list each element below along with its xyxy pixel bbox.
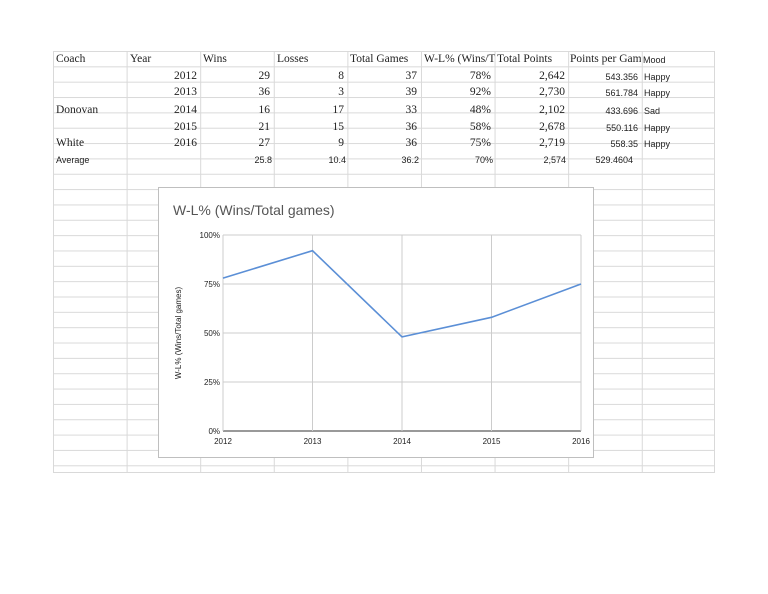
cell-year[interactable]: 2014 — [174, 104, 197, 116]
header-losses[interactable]: Losses — [277, 53, 309, 65]
average-losses[interactable]: 10.4 — [328, 155, 346, 165]
x-tick-label: 2016 — [572, 437, 590, 446]
x-tick-label: 2014 — [393, 437, 411, 446]
chart-title: W-L% (Wins/Total games) — [173, 202, 335, 218]
header-mood[interactable]: Mood — [643, 55, 666, 65]
cell-coach[interactable]: White — [56, 137, 85, 149]
cell-wl-percent[interactable]: 58% — [469, 121, 491, 133]
average-wl-percent[interactable]: 70% — [474, 155, 493, 165]
cell-mood[interactable]: Happy — [644, 123, 671, 133]
average-label[interactable]: Average — [56, 155, 90, 165]
header-year[interactable]: Year — [130, 53, 152, 65]
grid-edge-right — [714, 51, 715, 473]
x-tick-label: 2013 — [304, 437, 322, 446]
x-tick-label: 2012 — [214, 437, 232, 446]
cell-mood[interactable]: Happy — [644, 72, 671, 82]
cell-losses[interactable]: 8 — [338, 70, 344, 82]
average-total-games[interactable]: 36.2 — [401, 155, 419, 165]
cell-wins[interactable]: 27 — [258, 137, 271, 149]
cell-points-per-game[interactable]: 561.784 — [605, 88, 638, 98]
chart-canvas: 0% 25% 50% 75% 100% 2012 2013 2014 2015 2016 W-L% … — [174, 231, 590, 446]
cell-points-per-game[interactable]: 433.696 — [605, 106, 638, 116]
y-tick-label: 75% — [204, 280, 220, 289]
cell-year[interactable]: 2016 — [174, 137, 197, 149]
cell-losses[interactable]: 3 — [338, 86, 344, 98]
cell-total-games[interactable]: 36 — [405, 121, 418, 133]
cell-year[interactable]: 2013 — [174, 86, 197, 98]
cell-wl-percent[interactable]: 48% — [469, 104, 491, 116]
y-tick-label: 100% — [200, 231, 220, 240]
cell-total-points[interactable]: 2,678 — [539, 121, 565, 133]
cell-year[interactable]: 2015 — [174, 121, 197, 133]
cell-wins[interactable]: 36 — [258, 86, 271, 98]
cell-total-points[interactable]: 2,642 — [539, 70, 565, 82]
y-tick-label: 0% — [208, 427, 220, 436]
header-total-games[interactable]: Total Games — [350, 53, 409, 65]
grid-edge-bottom — [53, 472, 715, 473]
cell-coach[interactable]: Donovan — [56, 104, 99, 116]
y-tick-label: 25% — [204, 378, 220, 387]
average-points-per-game[interactable]: 529.4604 — [595, 155, 633, 165]
cell-mood[interactable]: Sad — [644, 106, 661, 116]
cell-total-games[interactable]: 37 — [405, 70, 418, 82]
average-total-points[interactable]: 2,574 — [543, 155, 566, 165]
cell-total-points[interactable]: 2,719 — [539, 137, 565, 149]
cell-wl-percent[interactable]: 78% — [469, 70, 491, 82]
cell-wins[interactable]: 16 — [258, 104, 271, 116]
cell-total-points[interactable]: 2,102 — [539, 104, 565, 116]
cell-total-games[interactable]: 36 — [405, 137, 418, 149]
cell-mood[interactable]: Happy — [644, 139, 671, 149]
x-tick-label: 2015 — [483, 437, 501, 446]
average-wins[interactable]: 25.8 — [254, 155, 272, 165]
cell-points-per-game[interactable]: 550.116 — [606, 123, 638, 133]
cell-total-games[interactable]: 33 — [405, 104, 418, 116]
cell-wl-percent[interactable]: 75% — [469, 137, 491, 149]
header-wl-percent[interactable]: W-L% (Wins/T — [424, 53, 495, 65]
header-total-points[interactable]: Total Points — [497, 53, 553, 65]
line-chart[interactable]: W-L% (Wins/Total games) 0% 25% 50% 75% 100% 2… — [158, 187, 594, 458]
cell-points-per-game[interactable]: 558.35 — [610, 139, 638, 149]
cell-losses[interactable]: 9 — [338, 137, 344, 149]
cell-losses[interactable]: 15 — [332, 121, 345, 133]
cell-losses[interactable]: 17 — [332, 104, 345, 116]
cell-mood[interactable]: Happy — [644, 88, 671, 98]
cell-wins[interactable]: 29 — [258, 70, 271, 82]
y-tick-label: 50% — [204, 329, 220, 338]
cell-year[interactable]: 2012 — [174, 70, 197, 82]
header-wins[interactable]: Wins — [203, 53, 227, 65]
header-coach[interactable]: Coach — [56, 53, 86, 65]
cell-points-per-game[interactable]: 543.356 — [605, 72, 638, 82]
cell-total-points[interactable]: 2,730 — [539, 86, 565, 98]
header-points-per-game[interactable]: Points per Gam — [570, 53, 641, 65]
cell-total-games[interactable]: 39 — [405, 86, 418, 98]
cell-wl-percent[interactable]: 92% — [469, 86, 491, 98]
y-axis-label: W-L% (Wins/Total games) — [174, 287, 183, 380]
cell-wins[interactable]: 21 — [258, 121, 271, 133]
